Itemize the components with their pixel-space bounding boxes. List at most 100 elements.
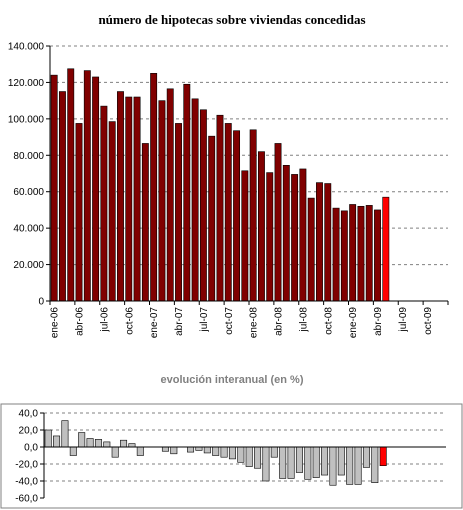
bar — [175, 123, 182, 302]
bar — [61, 420, 69, 448]
x-tick-label: abr-07 — [174, 307, 185, 336]
x-tick-label: jul-06 — [99, 307, 110, 333]
main-chart-title: número de hipotecas sobre viviendas conc… — [98, 12, 365, 27]
bar — [304, 446, 312, 480]
bar — [291, 174, 299, 302]
bar — [216, 114, 224, 302]
x-tick-label: oct-06 — [124, 307, 135, 335]
bar — [245, 446, 253, 467]
bar — [257, 151, 265, 302]
x-tick-label: jul-07 — [199, 307, 210, 333]
y-tick-label: 20,0 — [19, 426, 39, 437]
y-tick-label: -20,0 — [15, 460, 38, 471]
bar — [191, 98, 199, 302]
bar — [262, 446, 270, 482]
bar — [83, 70, 91, 302]
bar — [69, 446, 77, 456]
bar — [78, 432, 86, 448]
bar — [67, 68, 75, 302]
bar — [362, 446, 370, 468]
y-tick-label: 60.000 — [13, 187, 44, 198]
x-tick-label: jul-08 — [298, 307, 309, 333]
bar — [170, 446, 178, 455]
sub-chart-frame — [0, 403, 463, 509]
y-tick-label: -60,0 — [15, 494, 38, 505]
bar — [136, 446, 144, 456]
bar — [195, 446, 203, 451]
bar — [374, 209, 381, 302]
bar — [212, 446, 220, 456]
bar — [86, 438, 94, 448]
bar — [141, 143, 149, 302]
bar — [228, 446, 236, 460]
bar — [295, 446, 303, 473]
bar — [312, 446, 320, 478]
bar — [241, 170, 249, 302]
bar — [249, 129, 257, 302]
y-tick-label: 120.000 — [8, 78, 45, 89]
x-tick-label: ene-07 — [149, 307, 160, 339]
bar — [357, 205, 365, 302]
bar — [270, 446, 278, 458]
bar — [125, 96, 133, 302]
bar — [316, 182, 323, 302]
main-chart: 0 20.000 40.000 60.000 80.000 100.000 120.000 1… — [8, 42, 449, 339]
bar — [279, 446, 287, 479]
bar — [321, 446, 329, 476]
bar — [166, 88, 174, 302]
bar — [199, 109, 207, 302]
x-tick-label: jul-09 — [398, 307, 409, 333]
x-tick-label: oct-07 — [224, 307, 235, 335]
bar — [329, 446, 337, 486]
bar — [111, 446, 119, 458]
x-tick-label: ene-09 — [348, 307, 359, 339]
y-tick-label: 0,0 — [24, 443, 38, 454]
y-tick-label: 100.000 — [8, 114, 45, 125]
bar — [237, 446, 245, 463]
bar — [187, 446, 195, 453]
bar — [332, 207, 340, 302]
bar — [287, 446, 295, 479]
bar — [150, 73, 158, 302]
y-tick-label: -40,0 — [15, 477, 38, 488]
bar — [100, 105, 108, 302]
bar — [208, 135, 216, 302]
x-tick-label: abr-08 — [274, 307, 285, 336]
bar — [58, 91, 66, 302]
y-tick-label: 0 — [38, 297, 44, 308]
bar — [299, 168, 307, 302]
bar — [224, 123, 232, 302]
bar — [371, 446, 379, 484]
bar — [133, 96, 141, 302]
bar — [282, 165, 290, 302]
bar — [220, 446, 228, 458]
bar — [161, 446, 169, 452]
x-tick-label: oct-08 — [323, 307, 334, 335]
y-tick-label: 40.000 — [13, 224, 44, 235]
y-tick-label: 140.000 — [8, 42, 45, 53]
bar — [354, 446, 362, 485]
bar — [75, 123, 83, 302]
bar — [365, 205, 373, 302]
bar — [103, 441, 111, 448]
x-tick-label: abr-09 — [373, 307, 384, 336]
bar — [117, 91, 124, 302]
sub-chart-title: evolución interanual (en %) — [160, 374, 303, 386]
bar — [120, 439, 128, 448]
bar — [233, 130, 241, 302]
bar — [307, 197, 315, 302]
x-tick-label: ene-06 — [50, 307, 61, 339]
y-tick-label: 40,0 — [19, 409, 39, 420]
bar — [379, 446, 387, 467]
y-tick-label: 80.000 — [13, 151, 44, 162]
y-tick-label: 20.000 — [13, 260, 44, 271]
bar — [92, 76, 100, 302]
x-tick-label: oct-09 — [423, 307, 434, 335]
bar — [203, 446, 211, 454]
bar — [274, 143, 282, 302]
bar — [337, 446, 345, 476]
bar — [44, 429, 52, 448]
bar — [50, 74, 58, 302]
bar — [340, 210, 348, 302]
